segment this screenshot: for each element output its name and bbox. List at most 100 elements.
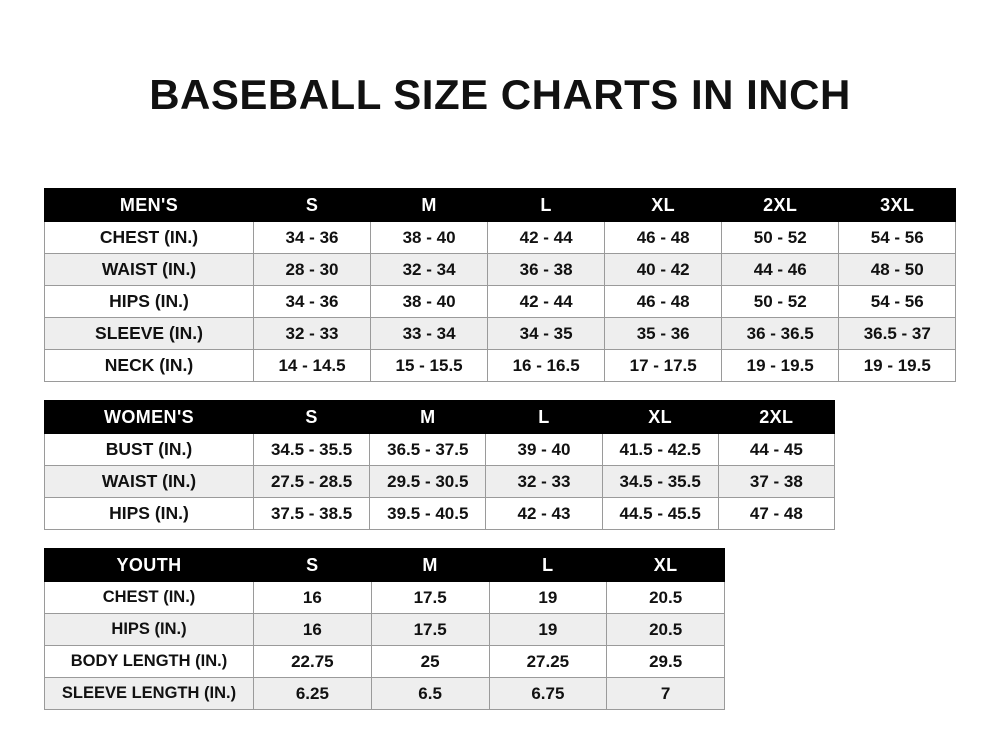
measurement-cell: 33 - 34 xyxy=(370,317,489,350)
mens-column-header-m: M xyxy=(370,188,489,222)
table-row: SLEEVE (IN.) 32 - 33 33 - 34 34 - 35 35 - 36… xyxy=(44,317,957,350)
measurement-cell: 48 - 50 xyxy=(838,253,957,286)
measurement-cell: 36 - 36.5 xyxy=(721,317,840,350)
mens-row-label: HIPS (IN.) xyxy=(44,285,254,318)
youth-table-category-header: YOUTH xyxy=(44,548,254,582)
measurement-cell: 6.5 xyxy=(370,677,490,710)
measurement-cell: 7 xyxy=(606,677,725,710)
measurement-cell: 46 - 48 xyxy=(604,285,723,318)
measurement-cell: 34.5 - 35.5 xyxy=(601,465,719,498)
measurement-cell: 44 - 46 xyxy=(721,253,840,286)
womens-row-label: BUST (IN.) xyxy=(44,433,254,466)
womens-table-head: WOMEN'S S M L XL 2XL xyxy=(44,400,835,434)
youth-row-label: CHEST (IN.) xyxy=(44,581,254,614)
measurement-cell: 27.5 - 28.5 xyxy=(252,465,371,498)
mens-size-table: MEN'S S M L XL 2XL 3XL CHEST (IN.) 34 - 36 38 - … xyxy=(44,188,957,382)
measurement-cell: 6.25 xyxy=(253,677,372,710)
table-row: WAIST (IN.) 27.5 - 28.5 29.5 - 30.5 32 - 33… xyxy=(44,465,835,498)
youth-table-head: YOUTH S M L XL xyxy=(44,548,725,582)
measurement-cell: 54 - 56 xyxy=(838,221,957,254)
youth-column-header-xl: XL xyxy=(606,548,725,582)
measurement-cell: 20.5 xyxy=(606,613,725,646)
measurement-cell: 36.5 - 37 xyxy=(838,317,957,350)
measurement-cell: 39 - 40 xyxy=(485,433,603,466)
table-row: NECK (IN.) 14 - 14.5 15 - 15.5 16 - 16.5 17 … xyxy=(44,349,957,382)
measurement-cell: 34.5 - 35.5 xyxy=(252,433,371,466)
table-row: BUST (IN.) 34.5 - 35.5 36.5 - 37.5 39 - 40 4… xyxy=(44,433,835,466)
mens-table-category-header: MEN'S xyxy=(44,188,254,222)
table-row: SLEEVE LENGTH (IN.) 6.25 6.5 6.75 7 xyxy=(44,677,725,710)
measurement-cell: 41.5 - 42.5 xyxy=(601,433,719,466)
measurement-cell: 32 - 33 xyxy=(485,465,603,498)
measurement-cell: 19 xyxy=(488,613,608,646)
mens-column-header-xl: XL xyxy=(604,188,723,222)
mens-header-row: MEN'S S M L XL 2XL 3XL xyxy=(44,188,957,222)
measurement-cell: 20.5 xyxy=(606,581,725,614)
measurement-cell: 16 - 16.5 xyxy=(487,349,606,382)
youth-column-header-l: L xyxy=(488,548,608,582)
womens-column-header-l: L xyxy=(485,400,603,434)
youth-header-row: YOUTH S M L XL xyxy=(44,548,725,582)
womens-row-label: WAIST (IN.) xyxy=(44,465,254,498)
measurement-cell: 50 - 52 xyxy=(721,221,840,254)
measurement-cell: 40 - 42 xyxy=(604,253,723,286)
table-row: CHEST (IN.) 34 - 36 38 - 40 42 - 44 46 - 48 5… xyxy=(44,221,957,254)
table-row: CHEST (IN.) 16 17.5 19 20.5 xyxy=(44,581,725,614)
measurement-cell: 14 - 14.5 xyxy=(252,349,372,382)
measurement-cell: 42 - 44 xyxy=(487,221,606,254)
measurement-cell: 34 - 36 xyxy=(252,221,372,254)
measurement-cell: 22.75 xyxy=(253,645,372,678)
mens-row-label: WAIST (IN.) xyxy=(44,253,254,286)
measurement-cell: 44 - 45 xyxy=(717,433,835,466)
measurement-cell: 38 - 40 xyxy=(370,221,489,254)
womens-row-label: HIPS (IN.) xyxy=(44,497,254,530)
womens-size-table: WOMEN'S S M L XL 2XL BUST (IN.) 34.5 - 35.5 36.… xyxy=(44,400,835,530)
mens-row-label: NECK (IN.) xyxy=(44,349,254,382)
measurement-cell: 34 - 36 xyxy=(252,285,372,318)
table-row: HIPS (IN.) 34 - 36 38 - 40 42 - 44 46 - 48 50… xyxy=(44,285,957,318)
mens-column-header-l: L xyxy=(487,188,606,222)
measurement-cell: 15 - 15.5 xyxy=(370,349,489,382)
youth-column-header-s: S xyxy=(253,548,372,582)
measurement-cell: 17.5 xyxy=(370,613,490,646)
youth-row-label: BODY LENGTH (IN.) xyxy=(44,645,254,678)
mens-table-head: MEN'S S M L XL 2XL 3XL xyxy=(44,188,957,222)
measurement-cell: 47 - 48 xyxy=(717,497,835,530)
measurement-cell: 29.5 - 30.5 xyxy=(369,465,487,498)
measurement-cell: 17.5 xyxy=(370,581,490,614)
womens-column-header-s: S xyxy=(252,400,371,434)
table-row: HIPS (IN.) 37.5 - 38.5 39.5 - 40.5 42 - 43 4… xyxy=(44,497,835,530)
measurement-cell: 6.75 xyxy=(488,677,608,710)
table-row: HIPS (IN.) 16 17.5 19 20.5 xyxy=(44,613,725,646)
youth-table-body: CHEST (IN.) 16 17.5 19 20.5 HIPS (IN.) 16 17.5 1… xyxy=(44,581,725,710)
table-row: WAIST (IN.) 28 - 30 32 - 34 36 - 38 40 - 42 4… xyxy=(44,253,957,286)
womens-column-header-m: M xyxy=(369,400,487,434)
measurement-cell: 38 - 40 xyxy=(370,285,489,318)
measurement-cell: 19 - 19.5 xyxy=(838,349,957,382)
womens-header-row: WOMEN'S S M L XL 2XL xyxy=(44,400,835,434)
youth-row-label: HIPS (IN.) xyxy=(44,613,254,646)
womens-column-header-xl: XL xyxy=(601,400,719,434)
measurement-cell: 32 - 34 xyxy=(370,253,489,286)
measurement-cell: 39.5 - 40.5 xyxy=(369,497,487,530)
measurement-cell: 36 - 38 xyxy=(487,253,606,286)
measurement-cell: 29.5 xyxy=(606,645,725,678)
measurement-cell: 17 - 17.5 xyxy=(604,349,723,382)
mens-column-header-2xl: 2XL xyxy=(721,188,840,222)
mens-table-body: CHEST (IN.) 34 - 36 38 - 40 42 - 44 46 - 48 5… xyxy=(44,221,957,382)
measurement-cell: 16 xyxy=(253,581,372,614)
mens-column-header-s: S xyxy=(252,188,372,222)
youth-row-label: SLEEVE LENGTH (IN.) xyxy=(44,677,254,710)
youth-size-table: YOUTH S M L XL CHEST (IN.) 16 17.5 19 20.5 HIPS (… xyxy=(44,548,725,710)
measurement-cell: 27.25 xyxy=(488,645,608,678)
measurement-cell: 50 - 52 xyxy=(721,285,840,318)
measurement-cell: 46 - 48 xyxy=(604,221,723,254)
measurement-cell: 42 - 44 xyxy=(487,285,606,318)
mens-row-label: CHEST (IN.) xyxy=(44,221,254,254)
measurement-cell: 35 - 36 xyxy=(604,317,723,350)
page-title: BASEBALL SIZE CHARTS IN INCH xyxy=(149,71,851,118)
measurement-cell: 37.5 - 38.5 xyxy=(252,497,371,530)
measurement-cell: 42 - 43 xyxy=(485,497,603,530)
womens-table-category-header: WOMEN'S xyxy=(44,400,254,434)
measurement-cell: 16 xyxy=(253,613,372,646)
